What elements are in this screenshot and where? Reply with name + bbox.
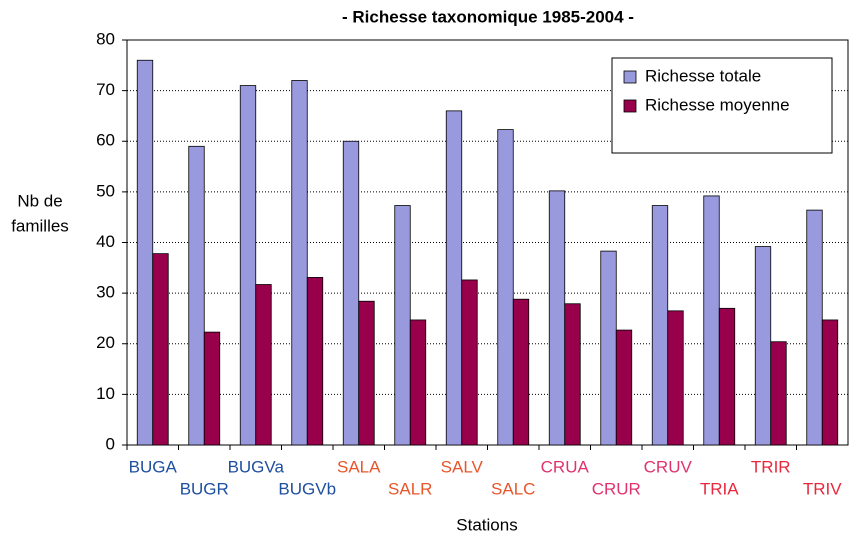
bar [548,190,566,446]
bar [203,331,221,446]
bar [806,209,823,446]
bar [152,253,169,446]
bar [255,284,272,446]
x-tick-label: BUGVb [278,479,336,498]
y-tick-label: 80 [96,29,115,48]
y-axis-label: familles [11,216,69,235]
bar [239,85,257,446]
bar [718,307,736,446]
legend-swatch [623,99,637,113]
x-tick-label: BUGR [180,479,229,498]
bar [497,129,514,446]
x-tick-label: CRUV [644,457,693,476]
y-tick-label: 20 [96,333,115,352]
bar [600,250,617,446]
x-tick-label: SALV [441,457,484,476]
bar [651,205,669,446]
bar [409,319,427,446]
bar [291,80,308,446]
x-tick-label: TRIR [751,457,791,476]
legend-box [611,57,833,154]
bar [306,277,324,446]
x-tick-label: BUGVa [228,457,285,476]
y-tick-label: 0 [106,434,115,453]
bar [564,303,581,446]
x-tick-label: SALC [491,479,535,498]
bar [821,319,839,446]
bar [667,310,684,446]
legend-swatch [623,70,637,84]
x-tick-label: SALA [337,457,381,476]
y-tick-label: 40 [96,232,115,251]
bar [512,298,530,446]
bar [394,205,411,446]
bar [136,59,154,446]
y-tick-label: 50 [96,181,115,200]
x-tick-label: TRIV [803,479,842,498]
y-tick-label: 60 [96,131,115,150]
y-tick-label: 70 [96,80,115,99]
bar [461,279,478,446]
bar [445,110,463,446]
x-tick-label: BUGA [129,457,178,476]
x-tick-label: SALR [388,479,432,498]
x-tick-label: CRUA [541,457,590,476]
y-axis-label: Nb de [17,191,62,210]
bar [342,140,360,446]
bar [703,195,720,446]
bar [754,246,772,446]
y-tick-label: 10 [96,384,115,403]
y-tick-label: 30 [96,283,115,302]
x-axis-label: Stations [456,515,517,534]
legend-label: Richesse moyenne [645,95,790,114]
bar [770,341,787,446]
bar [188,145,205,446]
x-tick-label: CRUR [592,479,641,498]
x-tick-label: TRIA [700,479,739,498]
chart-title: - Richesse taxonomique 1985-2004 - [342,7,634,26]
bar [358,300,375,446]
legend-label: Richesse totale [645,66,761,85]
bar [615,329,633,446]
